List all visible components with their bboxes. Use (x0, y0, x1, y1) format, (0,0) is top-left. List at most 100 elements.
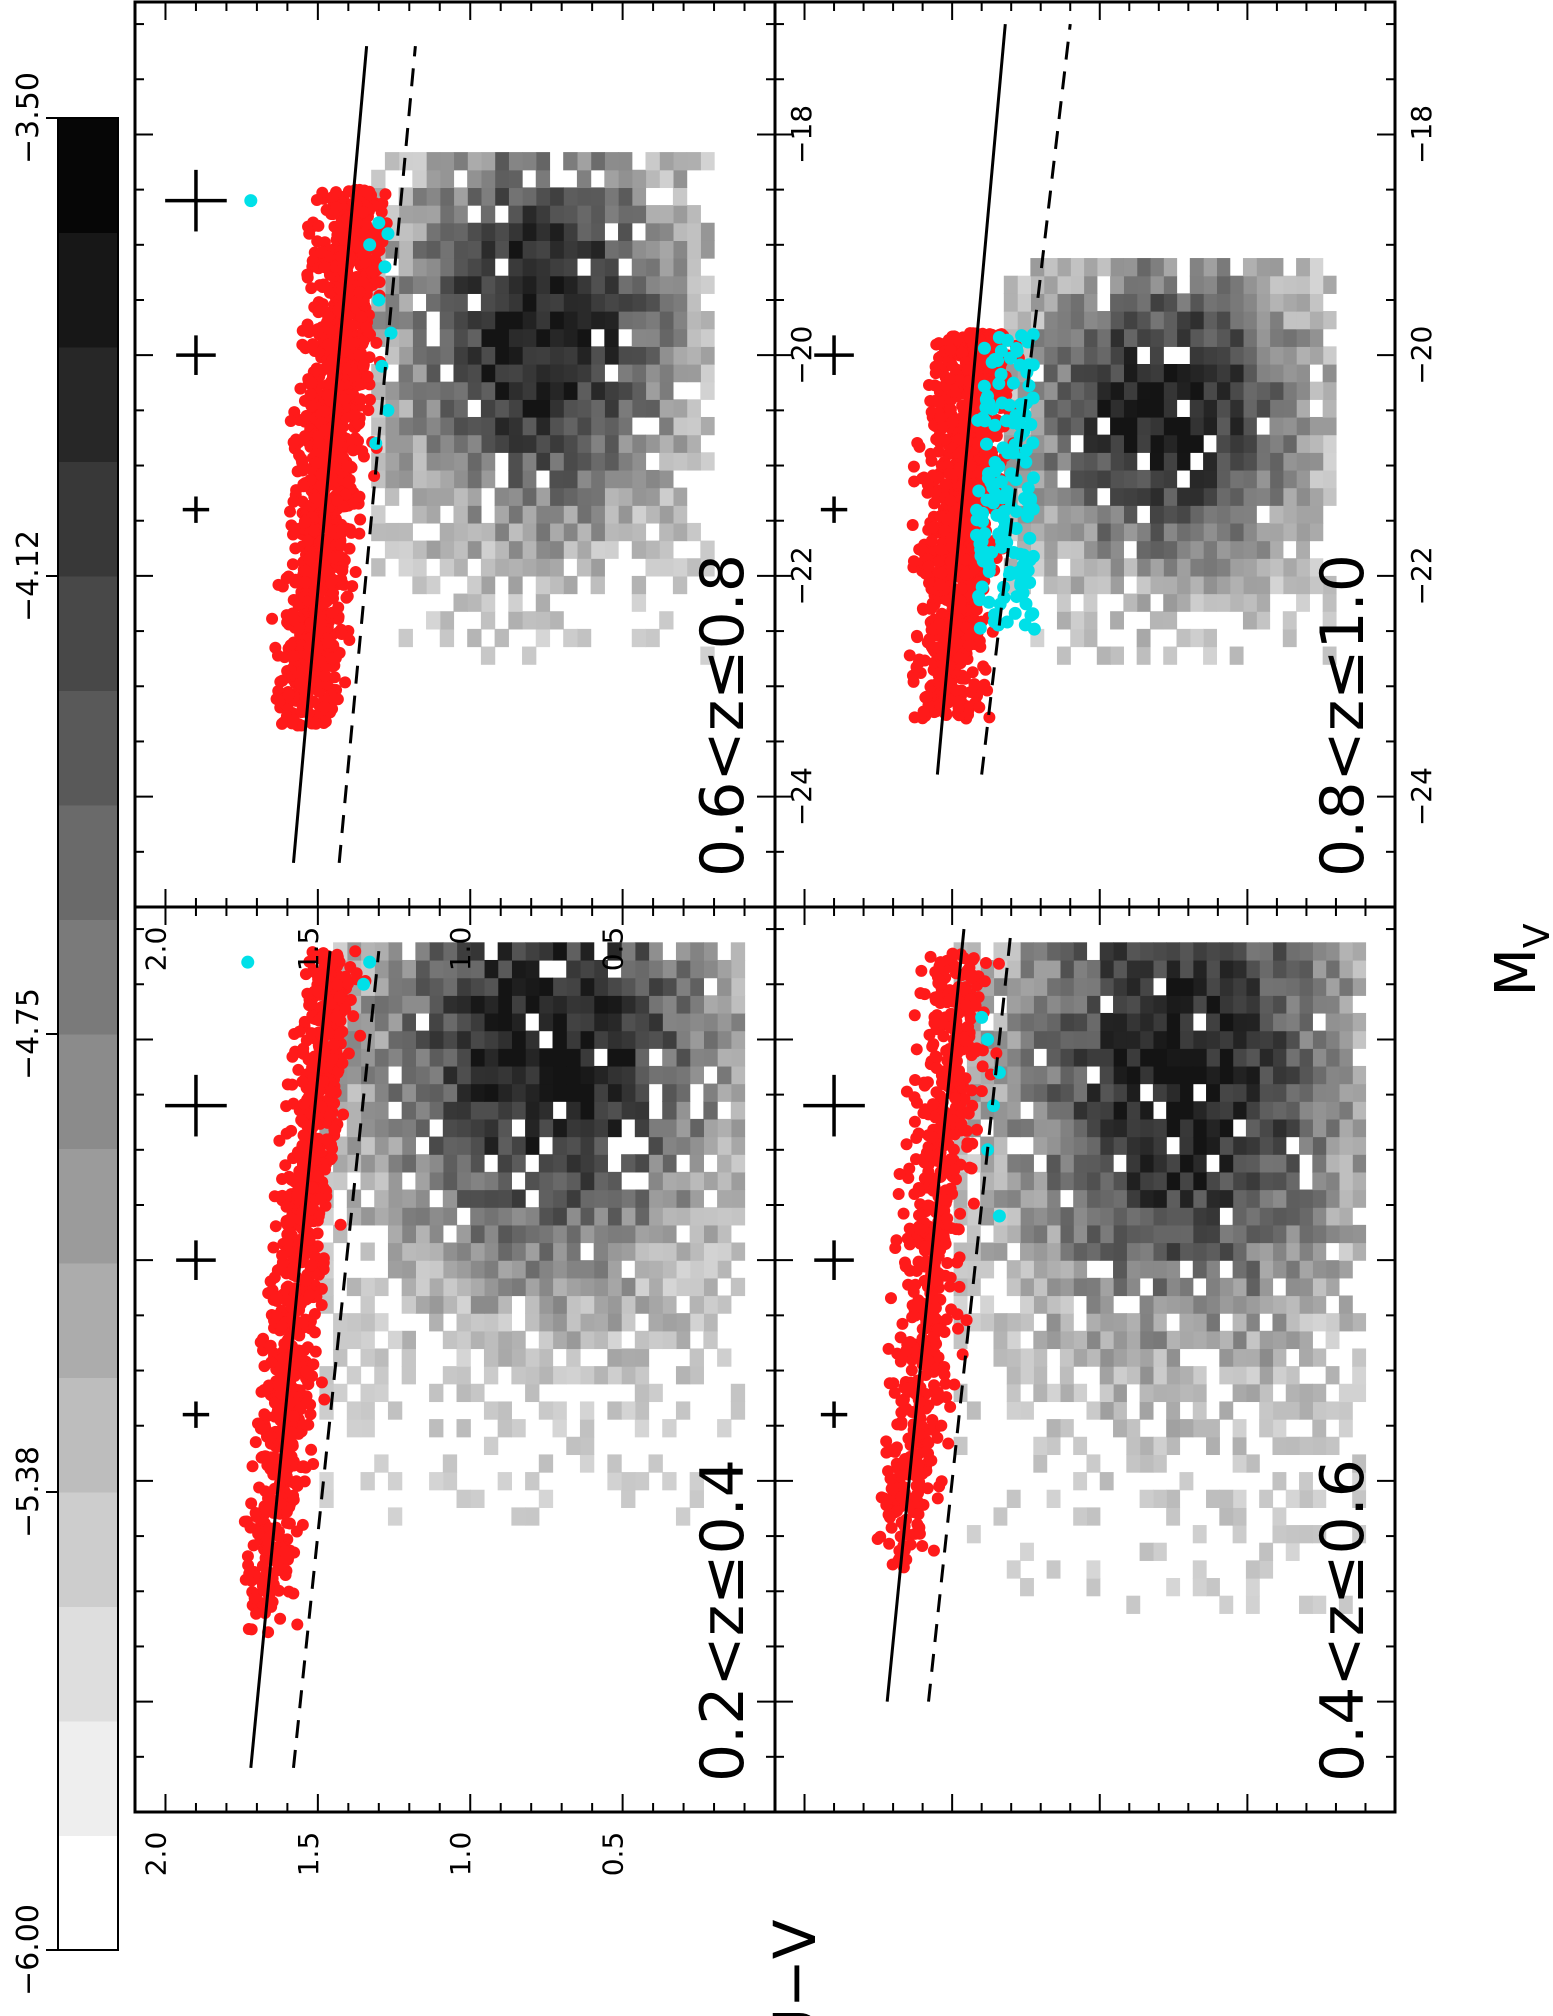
density-bin (1232, 1436, 1247, 1456)
density-bin (675, 1366, 691, 1385)
density-bin (579, 1207, 595, 1226)
density-bin (1126, 959, 1141, 979)
density-bin (1312, 1436, 1327, 1456)
density-bin (470, 1101, 485, 1120)
density-bin (621, 1242, 636, 1261)
red-point (250, 1607, 263, 1620)
density-bin (634, 1101, 650, 1120)
density-bin (1206, 1313, 1220, 1332)
density-bin (607, 1348, 622, 1367)
density-bin (470, 995, 485, 1014)
red-point (946, 947, 959, 960)
density-bin (1139, 1171, 1154, 1191)
density-bin (1139, 1366, 1154, 1385)
density-bin (535, 593, 551, 612)
density-bin (1338, 1242, 1353, 1261)
density-bin (538, 1313, 554, 1332)
density-bin (966, 1277, 981, 1297)
density-bin (374, 1171, 389, 1191)
density-bin (1232, 1136, 1247, 1155)
density-bin (511, 1030, 526, 1049)
density-bin (522, 434, 537, 453)
colorbar-tick-label: −4.12 (11, 530, 46, 622)
density-bin (1206, 1083, 1220, 1102)
density-bin (453, 152, 468, 171)
density-bin (1059, 1083, 1074, 1102)
density-bin (1086, 1171, 1101, 1191)
density-bin (1179, 1118, 1194, 1138)
density-bin (621, 1065, 636, 1085)
density-bin (1033, 1383, 1048, 1403)
red-point (308, 1326, 321, 1339)
density-bin (415, 959, 430, 979)
density-bin (1152, 1277, 1167, 1297)
density-bin (384, 293, 400, 312)
density-bin (538, 1154, 554, 1173)
density-bin (1099, 1277, 1114, 1297)
density-bin (1126, 995, 1141, 1014)
density-bin (480, 258, 496, 277)
density-bin (1020, 1295, 1034, 1314)
density-bin (1352, 942, 1367, 961)
density-bin (470, 1118, 485, 1138)
density-bin (1245, 1048, 1260, 1067)
density-bin (1179, 1048, 1194, 1067)
density-bin (621, 1048, 636, 1067)
density-bin (497, 1260, 512, 1279)
density-bin (549, 275, 564, 294)
density-bin (1020, 1065, 1034, 1085)
density-bin (1338, 977, 1353, 996)
density-bin (703, 1118, 718, 1138)
density-bin (980, 1295, 995, 1314)
density-bin (511, 1065, 526, 1085)
density-bin (590, 364, 605, 383)
density-bin (442, 1260, 458, 1279)
density-bin (456, 1366, 471, 1385)
density-bin (634, 1012, 650, 1032)
red-point (884, 1472, 897, 1485)
red-point (912, 1296, 925, 1309)
density-bin (1006, 1224, 1021, 1244)
density-bin (1285, 1224, 1300, 1244)
density-bin (1073, 1048, 1088, 1067)
density-bin (1259, 1154, 1274, 1173)
density-bin (1272, 995, 1287, 1014)
density-bin (1059, 1012, 1074, 1032)
density-bin (634, 1224, 650, 1244)
density-bin (549, 187, 564, 206)
density-bin (535, 487, 551, 506)
density-bin (1219, 1489, 1234, 1508)
density-bin (634, 1366, 650, 1385)
density-bin (535, 169, 551, 189)
density-bin (593, 1242, 608, 1261)
red-point (367, 228, 380, 241)
density-bin (1086, 1401, 1101, 1420)
density-bin (412, 240, 427, 259)
density-bin (645, 258, 660, 277)
red-point (979, 957, 992, 970)
red-point (287, 495, 300, 508)
density-bin (1099, 1136, 1114, 1155)
density-bin (563, 575, 578, 595)
red-point (339, 488, 352, 501)
density-bin (1338, 1401, 1353, 1420)
density-bin (480, 434, 496, 453)
density-bin (631, 311, 647, 330)
red-point (895, 1395, 908, 1408)
density-bin (730, 1030, 746, 1049)
density-bin (634, 959, 650, 979)
density-bin (672, 416, 688, 436)
density-bin (1259, 1118, 1274, 1138)
density-bin (483, 995, 499, 1014)
density-bin (511, 995, 526, 1014)
density-bin (1245, 1154, 1260, 1173)
density-bin (387, 1207, 403, 1226)
density-bin (522, 187, 537, 206)
density-bin (1338, 942, 1353, 961)
density-bin (662, 1313, 677, 1332)
density-bin (1245, 1083, 1260, 1102)
density-bin (497, 1348, 512, 1367)
density-bin (1166, 1260, 1181, 1279)
density-bin (1113, 1401, 1127, 1420)
density-bin (1033, 1277, 1048, 1297)
